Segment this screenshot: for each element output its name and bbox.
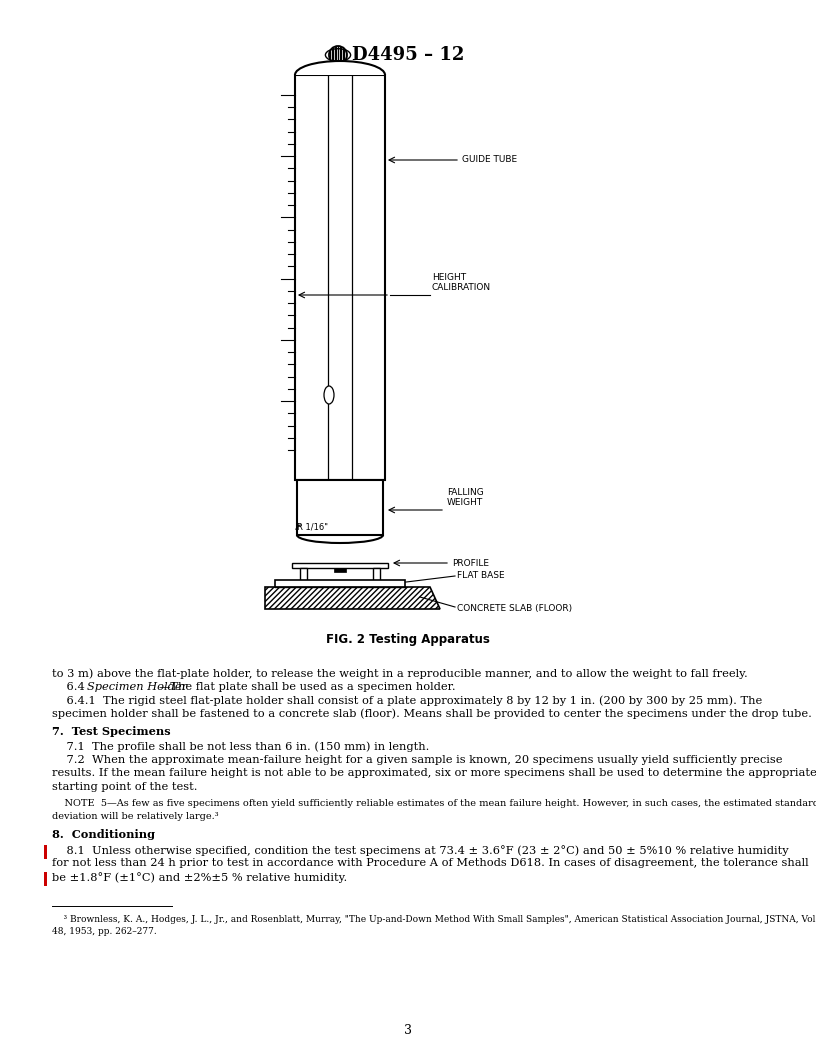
Text: GUIDE TUBE: GUIDE TUBE [462,155,517,165]
Bar [334,568,346,572]
Text: ³ Brownless, K. A., Hodges, J. L., Jr., and Rosenblatt, Murray, "The Up-and-Down: ³ Brownless, K. A., Hodges, J. L., Jr., … [52,916,815,924]
Text: FLAT BASE: FLAT BASE [457,571,504,581]
Text: 3: 3 [404,1023,412,1037]
Text: for not less than 24 h prior to test in accordance with Procedure A of Methods D: for not less than 24 h prior to test in … [52,859,809,868]
Text: 7.  Test Specimens: 7. Test Specimens [52,727,171,737]
Bar [295,75,385,480]
Bar [295,61,385,75]
Ellipse shape [324,386,334,404]
Text: PROFILE: PROFILE [452,559,489,567]
Text: D4495 – 12: D4495 – 12 [352,46,464,64]
Text: FALLING
WEIGHT: FALLING WEIGHT [447,488,484,507]
Bar [297,480,383,535]
Bar [275,580,405,587]
Text: be ±1.8°F (±1°C) and ±2%±5 % relative humidity.: be ±1.8°F (±1°C) and ±2%±5 % relative hu… [52,872,348,883]
Polygon shape [265,587,440,609]
Text: Specimen Holder: Specimen Holder [87,681,187,692]
Text: 6.4: 6.4 [52,681,92,692]
Text: results. If the mean failure height is not able to be approximated, six or more : results. If the mean failure height is n… [52,769,816,778]
Text: CONCRETE SLAB (FLOOR): CONCRETE SLAB (FLOOR) [457,604,572,614]
Text: 7.1  The profile shall be not less than 6 in. (150 mm) in length.: 7.1 The profile shall be not less than 6… [52,741,429,752]
Bar [373,568,380,581]
Text: 8.  Conditioning: 8. Conditioning [52,830,155,841]
Bar [300,568,307,581]
Text: to 3 m) above the flat-plate holder, to release the weight in a reproducible man: to 3 m) above the flat-plate holder, to … [52,668,747,679]
Text: specimen holder shall be fastened to a concrete slab (floor). Means shall be pro: specimen holder shall be fastened to a c… [52,709,812,719]
Text: 7.2  When the approximate mean-failure height for a given sample is known, 20 sp: 7.2 When the approximate mean-failure he… [52,755,783,765]
Bar [44,845,47,859]
Bar [292,563,388,568]
Text: 8.1  Unless otherwise specified, condition the test specimens at 73.4 ± 3.6°F (2: 8.1 Unless otherwise specified, conditio… [52,845,788,855]
Text: —The flat plate shall be used as a specimen holder.: —The flat plate shall be used as a speci… [159,681,455,692]
Text: R 1/16": R 1/16" [297,523,328,531]
Bar [44,872,47,886]
Text: HEIGHT
CALIBRATION: HEIGHT CALIBRATION [432,272,491,293]
Text: 48, 1953, pp. 262–277.: 48, 1953, pp. 262–277. [52,927,157,936]
Text: starting point of the test.: starting point of the test. [52,782,197,792]
Text: FIG. 2 Testing Apparatus: FIG. 2 Testing Apparatus [326,634,490,646]
Text: 6.4.1  The rigid steel flat-plate holder shall consist of a plate approximately : 6.4.1 The rigid steel flat-plate holder … [52,695,762,705]
Text: NOTE  5—As few as five specimens often yield sufficiently reliable estimates of : NOTE 5—As few as five specimens often yi… [52,799,816,809]
Text: deviation will be relatively large.³: deviation will be relatively large.³ [52,812,219,821]
